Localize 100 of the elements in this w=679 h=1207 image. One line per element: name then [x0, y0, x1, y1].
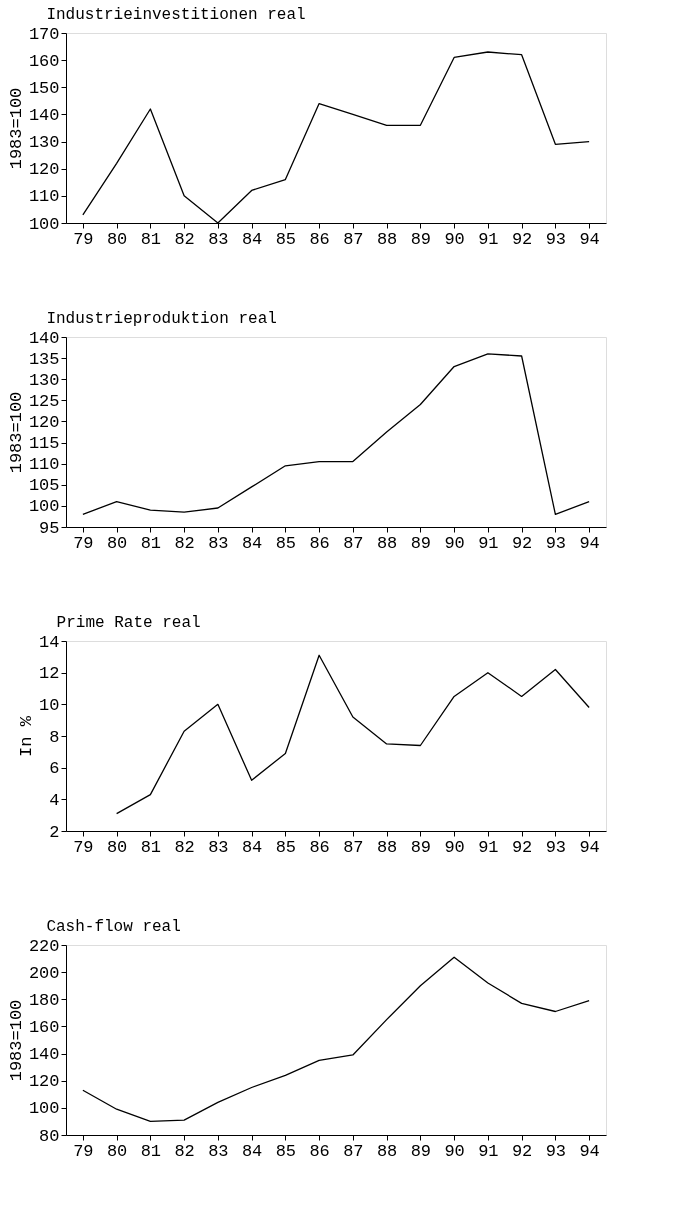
x-tick-label: 92 [511, 837, 533, 857]
y-tick-label: 130 [28, 370, 60, 390]
x-tick-label: 80 [106, 1141, 128, 1161]
y-tick-label: 200 [28, 963, 60, 983]
x-tick-label: 80 [106, 837, 128, 857]
y-tick-label: 105 [28, 476, 60, 496]
y-tick-label: 110 [28, 455, 60, 475]
y-tick-label: 100 [28, 1099, 60, 1119]
x-tick-label: 91 [478, 837, 499, 857]
x-tick-label: 90 [444, 229, 465, 249]
x-tick-label: 81 [140, 837, 162, 857]
y-tick-label: 160 [28, 1017, 60, 1037]
x-tick-label: 85 [275, 1141, 297, 1161]
x-tick-label: 87 [343, 1141, 364, 1161]
x-tick-label: 88 [376, 837, 398, 857]
x-tick-label: 87 [343, 229, 364, 249]
x-tick-label: 90 [444, 1141, 465, 1161]
x-tick-label: 81 [140, 229, 162, 249]
x-tick-label: 91 [478, 1141, 499, 1161]
x-tick-label: 80 [106, 533, 128, 553]
x-tick-label: 81 [140, 1141, 162, 1161]
y-tick-label: 14 [39, 632, 60, 652]
x-tick-label: 87 [343, 837, 364, 857]
chart-title: Cash-flow real [46, 918, 181, 936]
x-tick-label: 79 [73, 229, 94, 249]
x-tick-label: 92 [511, 533, 533, 553]
x-tick-label: 93 [545, 1141, 567, 1161]
x-tick-label: 86 [309, 837, 330, 857]
x-tick-label: 86 [309, 229, 330, 249]
x-tick-label: 89 [410, 837, 432, 857]
y-tick-label: 180 [28, 990, 60, 1010]
y-tick-label: 115 [28, 434, 60, 454]
x-tick-label: 89 [410, 1141, 432, 1161]
y-tick-label: 170 [28, 24, 60, 44]
x-tick-label: 93 [545, 837, 567, 857]
x-tick-label: 83 [208, 837, 229, 857]
x-tick-label: 82 [174, 837, 195, 857]
y-tick-label: 120 [28, 412, 60, 432]
x-tick-label: 88 [376, 533, 398, 553]
y-tick-label: 140 [28, 1045, 60, 1065]
x-tick-label: 82 [174, 229, 195, 249]
line-series [82, 956, 590, 1123]
y-tick-label: 150 [28, 78, 60, 98]
chart-title: Industrieproduktion real [46, 310, 277, 328]
y-tick-label: 220 [28, 936, 60, 956]
y-tick-label: 95 [39, 518, 60, 538]
x-tick-label: 85 [275, 533, 297, 553]
y-tick-label: 6 [49, 759, 60, 779]
y-tick-label: 160 [28, 51, 60, 71]
y-tick-label: 4 [49, 790, 60, 810]
line-series [115, 654, 590, 815]
x-tick-label: 83 [208, 533, 229, 553]
x-tick-label: 94 [579, 1141, 600, 1161]
x-tick-label: 82 [174, 1141, 195, 1161]
x-tick-label: 89 [410, 533, 432, 553]
x-tick-label: 86 [309, 1141, 330, 1161]
x-tick-label: 84 [241, 1141, 263, 1161]
y-tick-label: 8 [49, 727, 60, 747]
y-tick-label: 140 [28, 105, 60, 125]
chart-title: Prime Rate real [56, 614, 201, 632]
x-tick-label: 87 [343, 533, 364, 553]
x-tick-label: 92 [511, 1141, 533, 1161]
y-tick-label: 100 [28, 214, 60, 234]
x-tick-label: 90 [444, 837, 465, 857]
y-axis-title: 1983=100 [6, 391, 26, 474]
y-axis-title: 1983=100 [6, 999, 26, 1082]
x-tick-label: 84 [241, 837, 263, 857]
y-axis-title: In % [17, 715, 37, 757]
x-tick-label: 85 [275, 229, 297, 249]
x-tick-label: 88 [376, 1141, 398, 1161]
x-tick-label: 94 [579, 533, 600, 553]
x-tick-label: 83 [208, 229, 229, 249]
x-tick-label: 80 [106, 229, 128, 249]
x-tick-label: 91 [478, 533, 499, 553]
y-tick-label: 125 [28, 391, 60, 411]
x-tick-label: 81 [140, 533, 162, 553]
x-tick-label: 93 [545, 533, 567, 553]
x-tick-label: 84 [241, 229, 263, 249]
x-tick-label: 89 [410, 229, 432, 249]
line-series [82, 353, 590, 515]
x-tick-label: 91 [478, 229, 499, 249]
x-tick-label: 79 [73, 533, 94, 553]
x-tick-label: 93 [545, 229, 567, 249]
y-axis-title: 1983=100 [6, 87, 26, 170]
x-tick-label: 84 [241, 533, 263, 553]
y-tick-label: 120 [28, 1072, 60, 1092]
x-tick-label: 90 [444, 533, 465, 553]
x-tick-label: 86 [309, 533, 330, 553]
x-tick-label: 92 [511, 229, 533, 249]
x-tick-label: 79 [73, 837, 94, 857]
x-tick-label: 88 [376, 229, 398, 249]
x-tick-label: 94 [579, 229, 600, 249]
x-tick-label: 83 [208, 1141, 229, 1161]
y-tick-label: 120 [28, 160, 60, 180]
y-tick-label: 140 [28, 328, 60, 348]
x-tick-label: 82 [174, 533, 195, 553]
y-tick-label: 110 [28, 187, 60, 207]
x-tick-label: 94 [579, 837, 600, 857]
chart-title: Industrieinvestitionen real [46, 6, 306, 24]
y-tick-label: 2 [49, 822, 60, 842]
